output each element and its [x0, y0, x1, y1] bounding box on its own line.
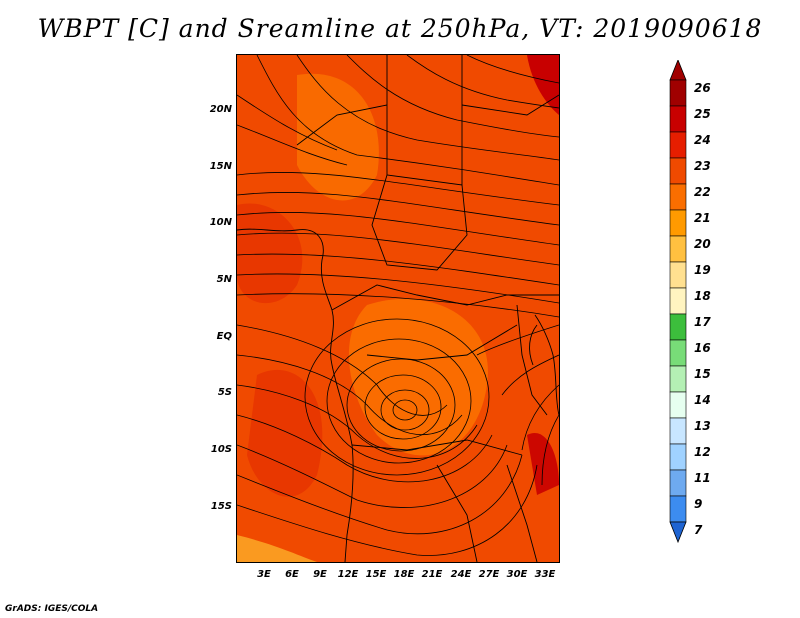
colorbar-segment [669, 443, 687, 471]
lon-label-18e: 18E [393, 569, 415, 580]
lon-label-33e: 33E [534, 569, 556, 580]
colorbar-segment [669, 183, 687, 211]
colorbar-segment [669, 235, 687, 263]
map-panel [236, 54, 560, 563]
colorbar-segment [669, 339, 687, 367]
lon-label-27e: 27E [478, 569, 500, 580]
colorbar-label-24: 24 [694, 133, 711, 147]
colorbar-segment [669, 495, 687, 523]
colorbar-label-22: 22 [694, 185, 711, 199]
colorbar-segment [669, 105, 687, 133]
colorbar [669, 60, 687, 544]
colorbar-label-25: 25 [694, 107, 711, 121]
colorbar-label-26: 26 [694, 81, 711, 95]
lon-label-6e: 6E [285, 569, 299, 580]
lat-label-10n: 10N [209, 217, 232, 228]
lat-label-15n: 15N [209, 161, 232, 172]
colorbar-label-14: 14 [694, 393, 711, 407]
field-patch-warm [297, 73, 379, 201]
colorbar-label-16: 16 [694, 341, 711, 355]
lat-label-10s: 10S [210, 444, 232, 455]
colorbar-segment [669, 79, 687, 107]
colorbar-segment [669, 469, 687, 497]
colorbar-label-20: 20 [694, 237, 711, 251]
colorbar-segment [669, 313, 687, 341]
colorbar-label-9: 9 [694, 497, 703, 511]
lat-label-eq: EQ [216, 331, 232, 342]
colorbar-segment [669, 261, 687, 289]
colorbar-segment [669, 365, 687, 393]
lon-label-9e: 9E [313, 569, 327, 580]
lat-label-15s: 15S [210, 501, 232, 512]
grads-credit: GrADS: IGES/COLA [5, 604, 99, 614]
colorbar-cap-bottom [669, 521, 687, 544]
lon-label-3e: 3E [257, 569, 271, 580]
lon-label-24e: 24E [450, 569, 472, 580]
chart-title: WBPT [C] and Sreamline at 250hPa, VT: 20… [37, 14, 763, 43]
colorbar-segment [669, 391, 687, 419]
colorbar-segment [669, 131, 687, 159]
country-borders [237, 55, 559, 562]
colorbar-label-23: 23 [694, 159, 711, 173]
colorbar-label-17: 17 [694, 315, 711, 329]
colorbar-label-18: 18 [694, 289, 711, 303]
colorbar-cap-top [669, 60, 687, 81]
colorbar-label-11: 11 [694, 471, 711, 485]
streamlines [237, 55, 559, 556]
lon-label-21e: 21E [421, 569, 443, 580]
colorbar-segment [669, 157, 687, 185]
lat-label-20n: 20N [209, 104, 232, 115]
colorbar-segment [669, 417, 687, 445]
lon-label-12e: 12E [337, 569, 359, 580]
lon-label-15e: 15E [365, 569, 387, 580]
colorbar-label-19: 19 [694, 263, 711, 277]
colorbar-segment [669, 287, 687, 315]
colorbar-label-12: 12 [694, 445, 711, 459]
colorbar-label-21: 21 [694, 211, 711, 225]
colorbar-label-13: 13 [694, 419, 711, 433]
colorbar-label-7: 7 [694, 523, 703, 537]
colorbar-segment [669, 209, 687, 237]
lat-label-5s: 5S [217, 387, 232, 398]
lon-label-30e: 30E [506, 569, 528, 580]
field-patch-south [237, 535, 317, 562]
colorbar-label-15: 15 [694, 367, 711, 381]
wbpt-streamline-map [237, 55, 559, 562]
field-patch-west [237, 203, 303, 304]
lat-label-5n: 5N [216, 274, 232, 285]
